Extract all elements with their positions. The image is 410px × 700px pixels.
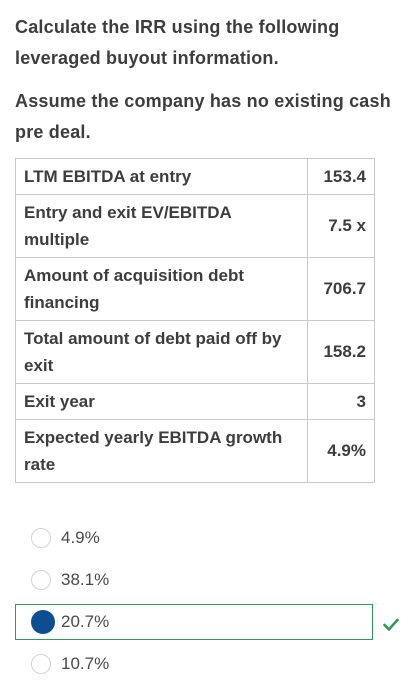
row-label: LTM EBITDA at entry (14, 158, 309, 195)
answer-options: 4.9% 38.1% 20.7% 10.7% (15, 520, 410, 688)
option-label: 20.7% (61, 612, 110, 631)
answer-option-1[interactable]: 4.9% (15, 520, 410, 556)
row-value: 158.2 (307, 320, 375, 384)
radio-button[interactable] (31, 570, 51, 590)
row-label: Expected yearly EBITDA growth rate (14, 419, 309, 483)
option-label: 4.9% (61, 528, 100, 547)
row-value: 3 (307, 383, 375, 420)
option-label: 10.7% (61, 654, 110, 673)
table-row: Total amount of debt paid off by exit 15… (14, 320, 375, 384)
question-line-2: Assume the company has no existing cash … (15, 91, 391, 142)
row-label: Exit year (14, 383, 309, 420)
question-line-1: Calculate the IRR using the following le… (15, 17, 340, 68)
row-label: Total amount of debt paid off by exit (14, 320, 309, 384)
answer-option-2[interactable]: 38.1% (15, 562, 410, 598)
row-value: 706.7 (307, 257, 375, 321)
row-label: Amount of acquisition debt financing (14, 257, 309, 321)
correct-answer-highlight (15, 604, 373, 640)
table-row: Exit year 3 (14, 383, 375, 420)
row-value: 7.5 x (307, 194, 375, 258)
option-label: 38.1% (61, 570, 110, 589)
radio-button-selected[interactable] (31, 610, 55, 634)
table-row: Expected yearly EBITDA growth rate 4.9% (14, 419, 375, 483)
table-row: Amount of acquisition debt financing 706… (14, 257, 375, 321)
row-value: 153.4 (307, 158, 375, 195)
check-icon (383, 618, 399, 631)
table-row: Entry and exit EV/EBITDA multiple 7.5 x (14, 194, 375, 258)
radio-button[interactable] (31, 528, 51, 548)
lbo-info-table: LTM EBITDA at entry 153.4 Entry and exit… (14, 158, 375, 483)
radio-button[interactable] (31, 654, 51, 674)
table-row: LTM EBITDA at entry 153.4 (14, 158, 375, 195)
row-value: 4.9% (307, 419, 375, 483)
row-label: Entry and exit EV/EBITDA multiple (14, 194, 309, 258)
answer-option-3[interactable]: 20.7% (15, 604, 410, 640)
question-text: Calculate the IRR using the following le… (15, 12, 395, 148)
answer-option-4[interactable]: 10.7% (15, 646, 410, 682)
